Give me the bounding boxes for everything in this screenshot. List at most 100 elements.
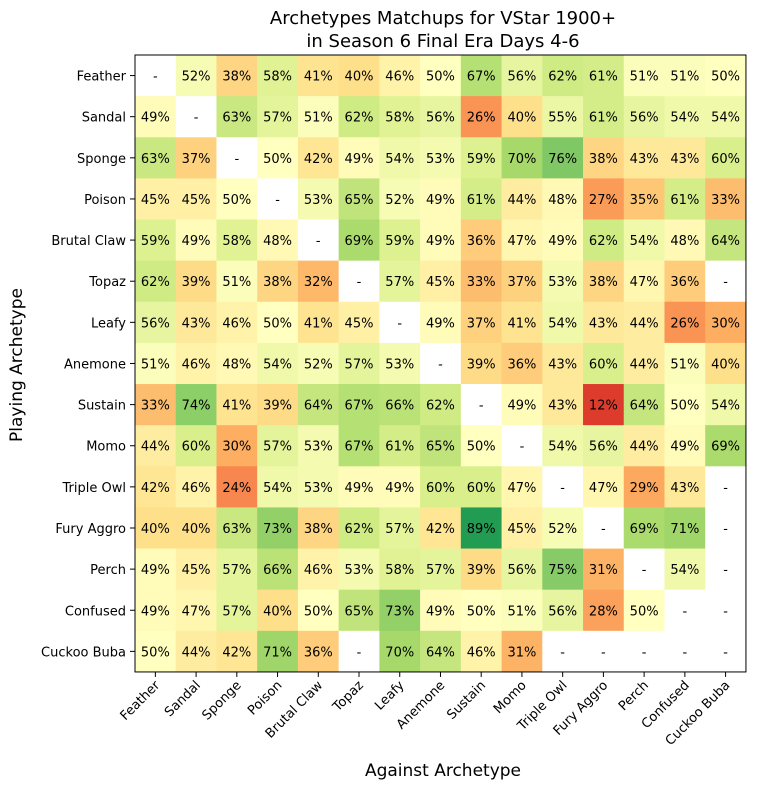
y-tick-label: Brutal Claw [51, 234, 126, 249]
heatmap-cell-label: - [723, 275, 728, 290]
heatmap-cell-label: - [520, 440, 525, 455]
heatmap-cell [338, 630, 380, 673]
heatmap-cell [420, 630, 462, 673]
heatmap-cell [257, 630, 299, 673]
heatmap-cell [379, 301, 421, 344]
heatmap-cell [501, 630, 543, 673]
heatmap-cell-label: 45% [507, 522, 536, 537]
heatmap-cell [379, 630, 421, 673]
heatmap-cell [623, 589, 665, 632]
heatmap-cell-label: 60% [426, 481, 455, 496]
heatmap-cell [705, 260, 747, 303]
heatmap-cell [460, 589, 503, 632]
heatmap-cell-label: - [601, 645, 606, 660]
heatmap-cell [257, 178, 299, 221]
heatmap-cell [583, 178, 625, 221]
heatmap-cell [623, 96, 665, 138]
heatmap-cell-label: 53% [304, 193, 333, 208]
heatmap-cell [583, 260, 625, 303]
heatmap-cell-label: 57% [222, 563, 251, 578]
heatmap-cell [501, 589, 543, 632]
heatmap-cell [379, 384, 421, 426]
heatmap-cells [135, 55, 747, 673]
heatmap-cell [338, 342, 380, 385]
heatmap-cell-label: 12% [589, 399, 618, 414]
heatmap-cell-label: 50% [304, 604, 333, 619]
x-tick-label: Perch [616, 678, 652, 714]
heatmap-cell-label: 61% [589, 111, 618, 126]
heatmap-cell-label: 47% [589, 481, 618, 496]
heatmap-cell-label: 44% [182, 645, 211, 660]
heatmap-cell-label: - [642, 645, 647, 660]
heatmap-cell [257, 137, 299, 179]
heatmap-cell [297, 589, 340, 632]
y-tick-label: Momo [86, 440, 126, 455]
heatmap-cell-label: 54% [548, 316, 577, 331]
heatmap-cell-label: 50% [467, 604, 496, 619]
heatmap-cell-label: 67% [345, 399, 374, 414]
heatmap-cell [216, 507, 258, 550]
heatmap-cell-label: 69% [630, 522, 659, 537]
heatmap-cell [216, 342, 258, 385]
heatmap-cell-label: 40% [711, 357, 740, 372]
heatmap-cell-label: 50% [263, 152, 292, 167]
heatmap-cell [420, 219, 462, 262]
heatmap-cell [420, 301, 462, 344]
heatmap-cell-label: - [357, 645, 362, 660]
heatmap-cell-label: 40% [182, 522, 211, 537]
heatmap-cell-label: 55% [548, 111, 577, 126]
heatmap-cell [705, 507, 747, 550]
heatmap-cell-label: 71% [670, 522, 699, 537]
heatmap-cell-label: 52% [385, 193, 414, 208]
heatmap-cell-label: 49% [385, 481, 414, 496]
heatmap-cell-label: - [194, 111, 199, 126]
heatmap-cell [705, 342, 747, 385]
heatmap-cell-label: 59% [385, 234, 414, 249]
heatmap-cell-label: - [560, 645, 565, 660]
heatmap-cell [420, 178, 462, 221]
heatmap-cell [664, 96, 706, 138]
heatmap-cell [216, 96, 258, 138]
heatmap-cell-label: 56% [589, 440, 618, 455]
heatmap-cell-label: 52% [548, 522, 577, 537]
heatmap-cell-label: 46% [385, 70, 414, 85]
heatmap-cell-label: - [560, 481, 565, 496]
heatmap-cell [420, 466, 462, 508]
heatmap-cell-label: 64% [630, 399, 659, 414]
heatmap-cell [542, 589, 584, 632]
heatmap-cell-label: 44% [630, 357, 659, 372]
heatmap-cell [135, 137, 177, 179]
heatmap-cell [379, 55, 421, 97]
heatmap-cell [623, 342, 665, 385]
heatmap-cell [705, 301, 747, 344]
heatmap-cell-label: 39% [263, 399, 292, 414]
heatmap-cell [623, 301, 665, 344]
heatmap-cell [542, 301, 584, 344]
heatmap-cell-label: 44% [507, 193, 536, 208]
heatmap-cell [705, 630, 747, 673]
heatmap-cell [135, 219, 177, 262]
heatmap-cell [175, 425, 217, 467]
heatmap-cell-label: 56% [141, 316, 170, 331]
x-tick-label: Momo [491, 678, 530, 717]
heatmap-cell [257, 507, 299, 550]
heatmap-cell-label: 53% [304, 481, 333, 496]
heatmap-cell [379, 548, 421, 591]
heatmap-cell [705, 589, 747, 632]
heatmap-cell-label: 43% [670, 152, 699, 167]
heatmap-cell [664, 301, 706, 344]
heatmap-cell-label: 42% [141, 481, 170, 496]
heatmap-cell-label: 59% [467, 152, 496, 167]
heatmap-cell-label: 50% [222, 193, 251, 208]
heatmap-cell-label: 73% [263, 522, 292, 537]
heatmap-cell-label: 60% [711, 152, 740, 167]
heatmap-cell-label: 31% [507, 645, 536, 660]
heatmap-cell [175, 589, 217, 632]
heatmap-cell [257, 260, 299, 303]
heatmap-cell [542, 507, 584, 550]
heatmap-cell-label: 56% [507, 563, 536, 578]
heatmap-cell [175, 96, 217, 138]
heatmap-cell [501, 425, 543, 467]
heatmap-cell-label: 61% [385, 440, 414, 455]
